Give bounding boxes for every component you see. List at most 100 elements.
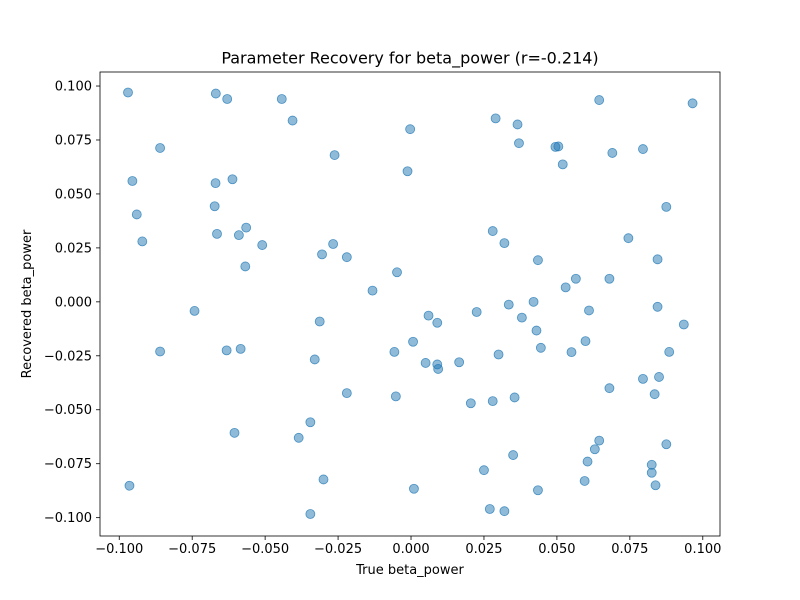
data-point: [221, 345, 232, 356]
data-point: [276, 94, 287, 104]
data-point: [503, 299, 514, 310]
data-point: [227, 174, 238, 185]
y-tick-label: −0.050: [44, 403, 92, 418]
data-point: [209, 201, 220, 212]
data-point: [638, 373, 648, 384]
data-point: [235, 343, 246, 354]
data-point: [487, 226, 498, 236]
data-point: [553, 141, 564, 152]
data-point: [317, 249, 327, 260]
y-tick-label: −0.075: [44, 457, 92, 472]
data-point: [189, 306, 200, 316]
data-point: [499, 238, 510, 249]
data-point: [389, 347, 400, 357]
data-point: [479, 465, 489, 476]
y-tick-label: −0.025: [44, 349, 92, 364]
data-point: [124, 480, 135, 491]
data-point: [589, 444, 600, 455]
data-point: [654, 372, 664, 382]
data-point: [661, 201, 672, 212]
x-tick-label: 0.100: [684, 542, 721, 557]
y-tick-label: 0.000: [55, 295, 92, 310]
x-tick-label: −0.025: [314, 542, 362, 557]
data-point: [649, 389, 660, 400]
data-point: [484, 504, 495, 514]
x-tick-label: −0.050: [241, 542, 289, 557]
data-point: [594, 95, 605, 105]
y-tick-label: 0.050: [55, 187, 92, 202]
chart-title: Parameter Recovery for beta_power (r=-0.…: [221, 49, 598, 69]
x-tick-label: −0.100: [95, 542, 143, 557]
data-point: [131, 209, 142, 220]
data-point: [557, 159, 568, 170]
data-point: [493, 349, 504, 360]
data-point: [423, 310, 434, 321]
data-point: [241, 222, 252, 233]
data-point: [487, 396, 498, 407]
data-point: [533, 255, 543, 266]
data-point: [623, 233, 634, 244]
data-point: [512, 119, 523, 130]
data-point: [604, 383, 615, 394]
data-point: [570, 273, 581, 284]
plot-frame: [99, 71, 721, 537]
data-point: [137, 236, 148, 247]
data-point: [650, 480, 661, 491]
data-point: [123, 87, 133, 98]
data-point: [594, 435, 605, 446]
data-point: [293, 432, 304, 443]
y-axis: −0.100 −0.075 −0.050 −0.025 0.000 0.025 0.050 0…: [44, 80, 100, 526]
y-tick-label: 0.100: [55, 80, 92, 95]
data-point: [652, 301, 663, 312]
data-point: [465, 398, 476, 409]
data-points: [123, 87, 698, 519]
data-point: [509, 392, 520, 403]
data-point: [341, 252, 352, 263]
data-point: [433, 364, 444, 374]
x-tick-label: 0.075: [611, 542, 648, 557]
data-point: [531, 325, 542, 336]
data-point: [454, 357, 465, 368]
data-point: [409, 483, 419, 494]
data-point: [607, 148, 618, 158]
data-point: [328, 239, 339, 249]
data-point: [305, 417, 316, 428]
data-point: [314, 316, 325, 327]
data-point: [638, 144, 648, 154]
data-point: [678, 319, 689, 330]
data-point: [579, 476, 590, 486]
y-axis-label: Recovered beta_power: [20, 229, 35, 378]
data-point: [127, 176, 138, 186]
data-point: [604, 273, 615, 284]
x-tick-label: 0.025: [465, 542, 502, 557]
data-point: [582, 456, 593, 467]
data-point: [305, 509, 316, 519]
y-tick-label: 0.075: [55, 133, 92, 148]
data-point: [560, 282, 571, 293]
data-point: [329, 150, 340, 160]
data-point: [664, 347, 675, 357]
x-axis: −0.100 −0.075 −0.050 −0.025 0.000 0.025 0.050 0…: [95, 536, 721, 557]
data-point: [652, 254, 663, 265]
data-point: [646, 467, 657, 478]
data-point: [471, 307, 482, 317]
data-point: [528, 296, 539, 307]
data-point: [309, 354, 320, 365]
x-tick-label: 0.050: [538, 542, 575, 557]
x-tick-label: −0.075: [168, 542, 216, 557]
data-point: [210, 88, 221, 99]
data-point: [499, 506, 510, 517]
data-point: [535, 342, 546, 353]
data-point: [580, 336, 591, 347]
data-point: [212, 228, 222, 239]
y-tick-label: 0.025: [55, 241, 92, 256]
data-point: [490, 113, 501, 124]
data-point: [566, 347, 577, 358]
data-point: [155, 346, 166, 357]
data-point: [287, 115, 298, 126]
data-point: [514, 138, 524, 149]
data-point: [222, 94, 233, 104]
data-point: [402, 166, 413, 177]
